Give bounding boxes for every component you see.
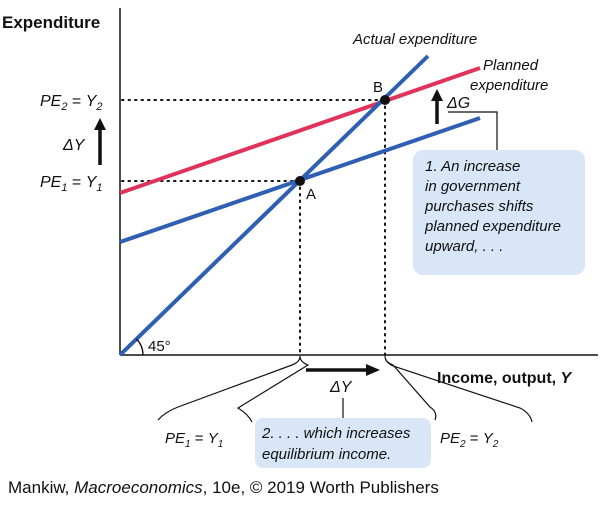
callout-equilibrium-income	[255, 418, 431, 468]
point-b	[380, 95, 390, 105]
point-b-label: B	[373, 79, 383, 96]
angle-arc	[136, 338, 144, 356]
actual-expenditure-line	[118, 54, 430, 357]
point-a	[295, 176, 305, 186]
svg-text:in government: in government	[425, 178, 521, 195]
right-brace-label: PE2 = Y2	[440, 430, 499, 450]
delta-y-left-label: ΔY	[62, 137, 86, 154]
delta-g-label: ΔG	[446, 95, 470, 112]
guide-lines	[121, 99, 386, 356]
planned-expenditure-label-1: Planned	[483, 57, 539, 74]
svg-text:1. An increase: 1. An increase	[425, 158, 520, 175]
left-brace-label: PE1 = Y1	[165, 430, 223, 450]
x-axis-title: Income, output, Y	[437, 370, 573, 387]
planned-expenditure-label-2: expenditure	[470, 77, 548, 94]
pe2-y2-label: PE2 = Y2	[40, 93, 103, 113]
point-a-label: A	[306, 186, 316, 203]
svg-text:upward, . . .: upward, . . .	[425, 238, 503, 255]
delta-g-bracket	[448, 111, 498, 142]
delta-y-bottom-label: ΔY	[329, 379, 353, 396]
left-brace	[157, 355, 310, 423]
planned-expenditure-new-line	[119, 66, 481, 195]
svg-text:purchases shifts: purchases shifts	[424, 198, 534, 215]
right-brace	[384, 355, 533, 423]
pe1-y1-label: PE1 = Y1	[40, 174, 103, 194]
source-credit: Mankiw, Macroeconomics, 10e, © 2019 Wort…	[8, 478, 439, 497]
callout-government-purchases	[413, 150, 585, 275]
svg-text:equilibrium income.: equilibrium income.	[262, 446, 391, 463]
y-axis-title: Expenditure	[2, 13, 100, 32]
actual-expenditure-label: Actual expenditure	[352, 31, 477, 48]
angle-label: 45°	[148, 338, 171, 355]
svg-text:2. . . . which increases: 2. . . . which increases	[261, 425, 411, 442]
callout-government-purchases-text: 1. An increase in government purchases s…	[424, 158, 561, 255]
callout-equilibrium-income-text: 2. . . . which increases equilibrium inc…	[261, 425, 411, 463]
svg-text:planned expenditure: planned expenditure	[424, 218, 561, 235]
